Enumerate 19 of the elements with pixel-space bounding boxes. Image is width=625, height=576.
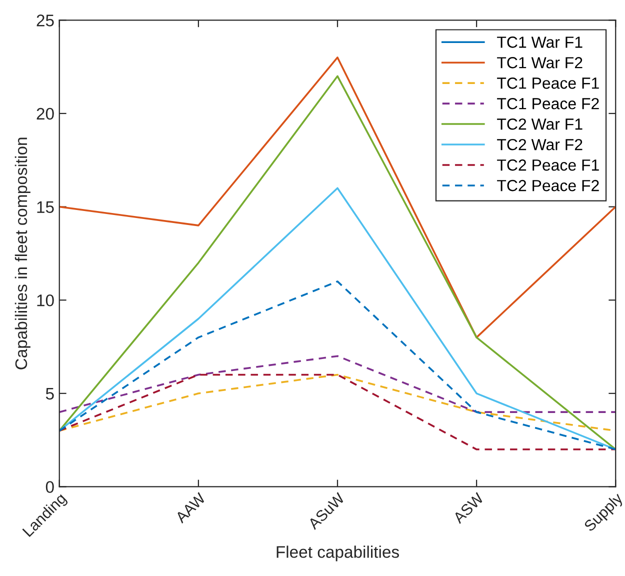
y-tick-label: 20	[36, 108, 54, 120]
y-tick-label: 5	[46, 388, 54, 400]
legend-label: TC1 War F2	[497, 57, 582, 68]
legend-label: TC1 Peace F1	[497, 78, 599, 89]
y-tick-label: 0	[46, 481, 54, 493]
y-tick-label: 25	[36, 14, 54, 26]
legend-label: TC2 Peace F1	[497, 159, 599, 171]
legend-label: TC2 War F2	[497, 138, 582, 150]
legend-label: TC2 War F1	[497, 118, 582, 130]
legend-label: TC1 War F1	[497, 36, 582, 48]
legend-label: TC1 Peace F2	[497, 98, 599, 110]
legend-label: TC2 Peace F2	[497, 180, 599, 192]
line-series	[59, 280, 616, 450]
y-tick-label: 15	[37, 201, 54, 213]
y-axis-title: Capabilities in fleet composition	[14, 138, 30, 370]
line-series	[59, 75, 616, 450]
y-tick-label: 10	[37, 294, 54, 306]
line-series	[59, 56, 616, 338]
x-axis-title: Fleet capabilities	[276, 546, 399, 562]
